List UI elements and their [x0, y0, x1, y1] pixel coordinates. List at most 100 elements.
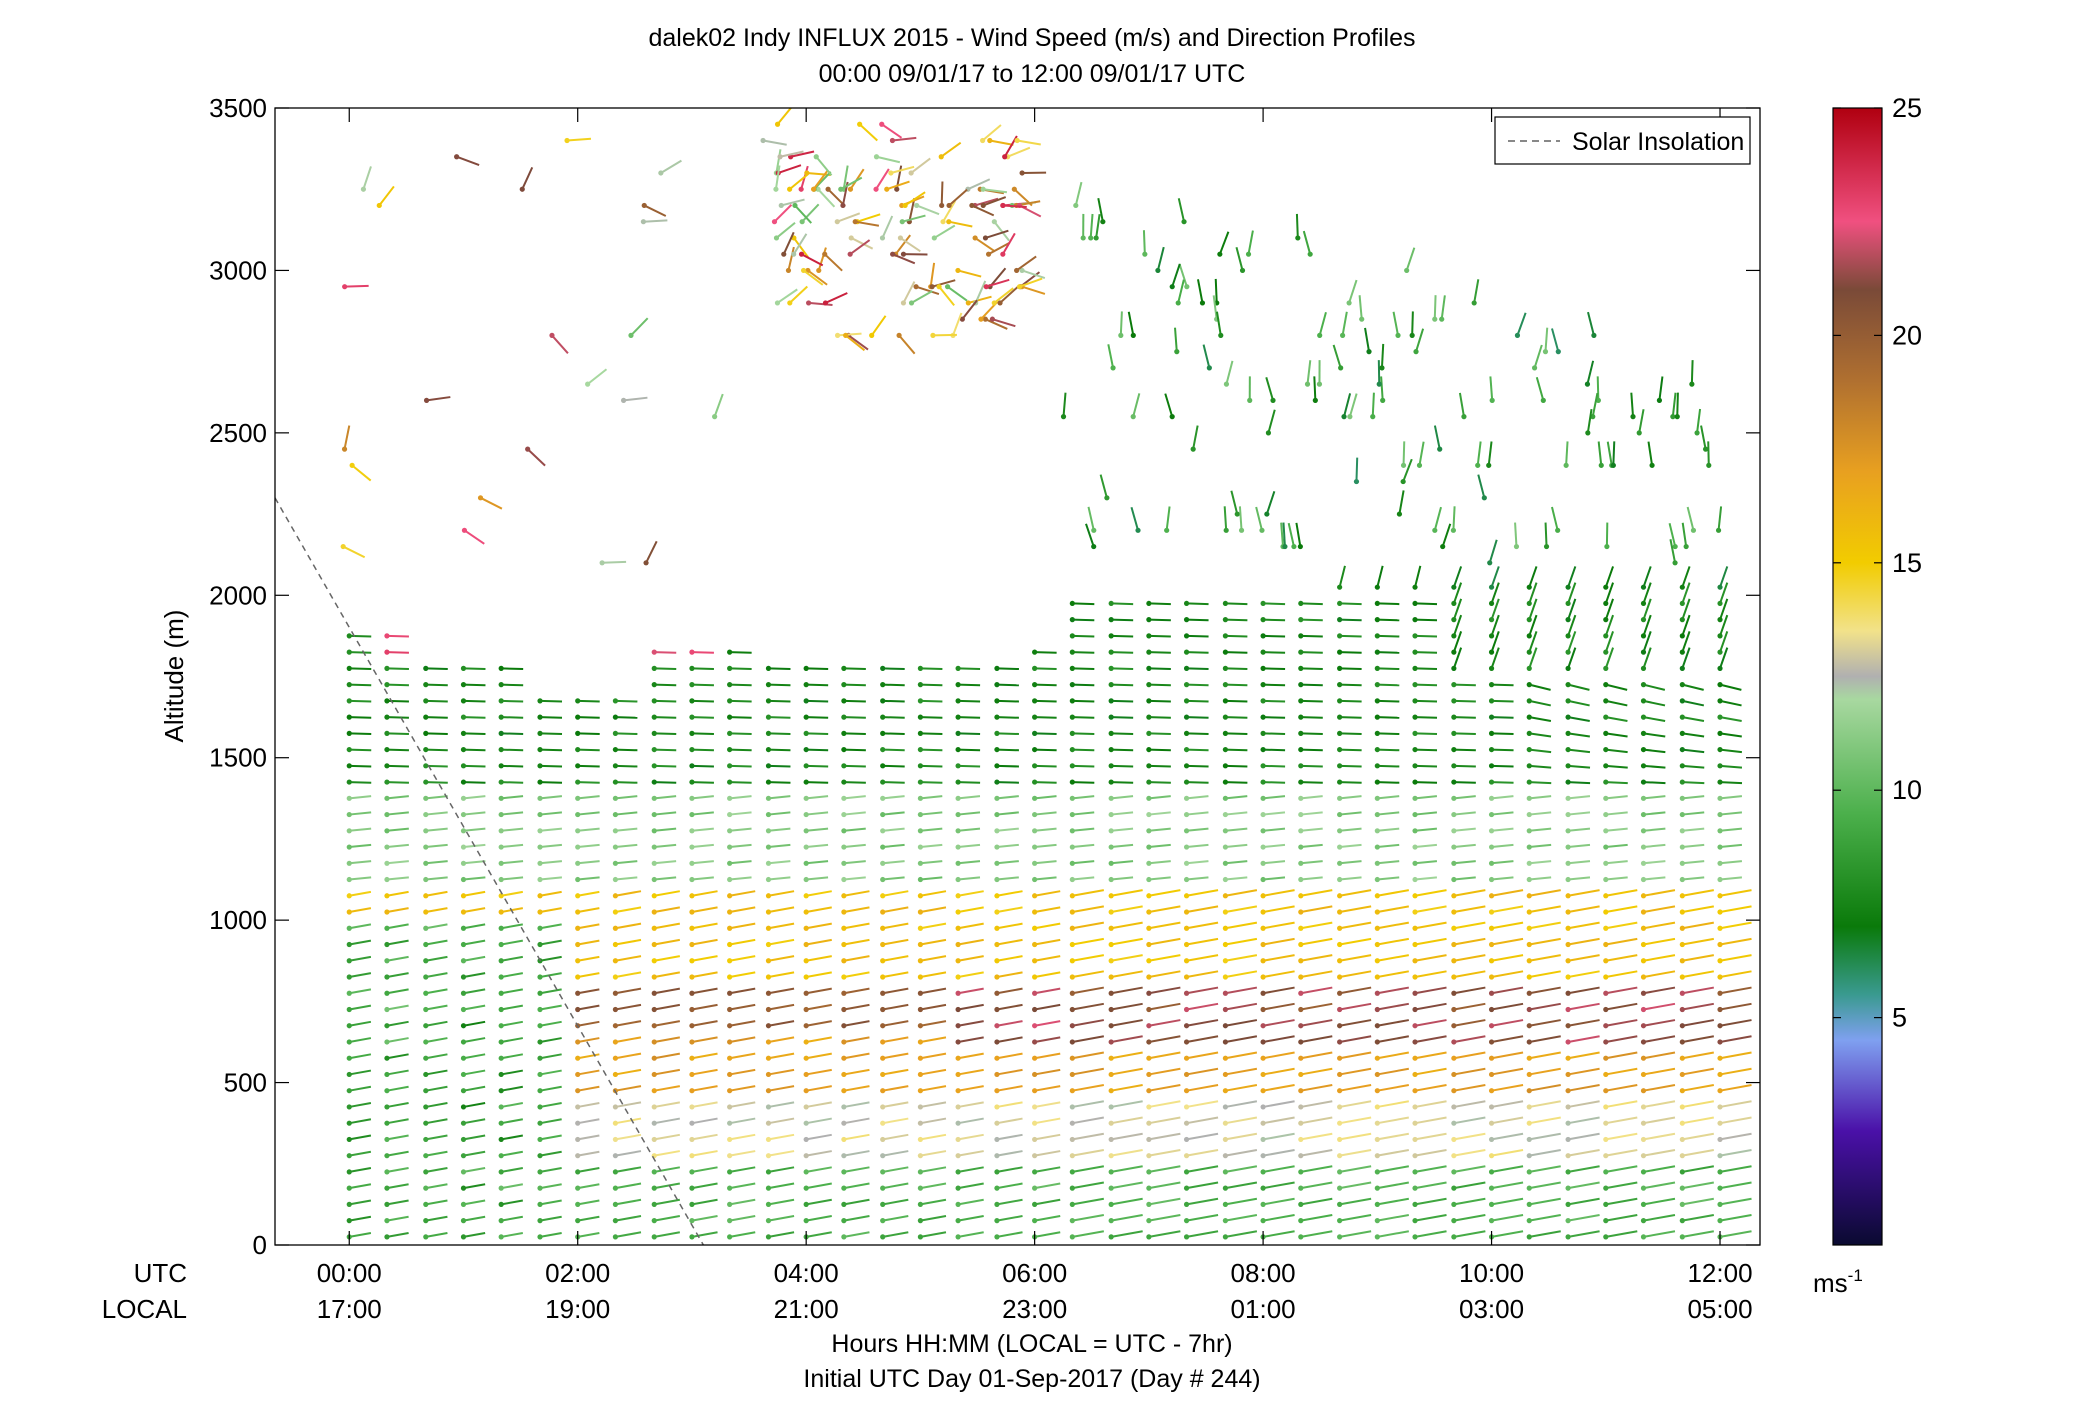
wind-barb	[974, 197, 999, 207]
wind-barb	[1414, 1116, 1447, 1125]
wind-barb-dot	[460, 1218, 467, 1224]
wind-barb-dot	[1488, 1055, 1495, 1061]
wind-barb	[1491, 937, 1524, 946]
wind-barb	[768, 795, 791, 800]
wind-barb-dot	[1717, 1201, 1723, 1207]
wind-barb-dot	[1640, 990, 1647, 996]
wind-barb	[1682, 781, 1705, 785]
wind-barb-dot	[1451, 941, 1457, 948]
wind-barb	[1225, 1213, 1258, 1222]
wind-barb	[1682, 1230, 1714, 1238]
wind-barb	[1671, 392, 1677, 417]
wind-barb-dot	[1451, 682, 1457, 688]
wind-barb	[996, 811, 1019, 816]
wind-barb-dot	[1298, 1169, 1304, 1175]
wind-barb-dot	[994, 730, 1000, 736]
wind-barb	[1591, 392, 1599, 417]
wind-barb	[1225, 1051, 1258, 1060]
wind-barb-dot	[1451, 795, 1457, 801]
wind-barb-dot	[1374, 844, 1380, 850]
wind-barb-dot	[1164, 527, 1170, 533]
wind-barb	[539, 1150, 562, 1157]
wind-barb	[1719, 876, 1743, 881]
wind-barb-dot	[460, 1104, 467, 1110]
wind-barb	[577, 1183, 600, 1190]
wind-barb	[1414, 1100, 1447, 1108]
wind-barb-dot	[1451, 828, 1457, 834]
wind-barb	[1647, 441, 1654, 466]
wind-barb	[882, 1020, 909, 1027]
wind-barb	[1414, 1165, 1447, 1173]
wind-barb-dot	[765, 1169, 772, 1175]
wind-barb-dot	[1412, 1185, 1418, 1191]
wind-barb-dot	[917, 763, 924, 769]
wind-barb	[1110, 937, 1143, 946]
wind-barb-dot	[537, 1039, 543, 1045]
wind-barb	[1719, 1181, 1752, 1190]
wind-barb-dot	[1450, 527, 1457, 533]
wind-barb-dot	[1488, 649, 1495, 655]
wind-barb-dot	[1412, 974, 1418, 980]
wind-barb	[882, 699, 905, 703]
wind-barb	[1605, 1230, 1638, 1238]
wind-barb-dot	[1603, 1023, 1609, 1029]
wind-barb-dot	[1217, 251, 1223, 257]
wind-barb	[654, 876, 677, 881]
wind-barb	[1453, 986, 1486, 995]
wind-barb	[882, 1003, 909, 1011]
wind-barb-dot	[612, 1201, 619, 1207]
wind-barb	[1453, 1132, 1486, 1141]
wind-barb-dot	[1337, 633, 1343, 639]
wind-barb-dot	[689, 958, 695, 964]
wind-barb-dot	[612, 1006, 619, 1013]
wind-barb	[1643, 795, 1666, 800]
wind-barb	[1605, 1067, 1638, 1076]
wind-barb-dot	[955, 1071, 961, 1078]
wind-barb	[539, 1037, 562, 1043]
wind-barb	[691, 1052, 718, 1060]
wind-barb	[1262, 811, 1286, 816]
wind-barb	[577, 732, 600, 736]
wind-barb	[1072, 716, 1095, 719]
wind-barb-dot	[841, 779, 847, 785]
wind-barb-dot	[1032, 763, 1038, 769]
wind-barb-dot	[994, 1218, 1000, 1224]
wind-barb	[1072, 889, 1105, 897]
wind-barb	[1491, 764, 1514, 768]
wind-barb-dot	[1016, 284, 1023, 290]
wind-barb-dot	[423, 1136, 429, 1143]
wind-barb	[1300, 937, 1333, 946]
wind-barb	[920, 716, 943, 719]
wind-barb-dot	[1603, 584, 1609, 590]
wind-barb	[1682, 1019, 1714, 1027]
wind-barb-dot	[1337, 617, 1343, 623]
wind-barb-dot	[1260, 682, 1266, 688]
wind-barb	[858, 123, 878, 142]
wind-barb	[615, 955, 642, 962]
wind-barb	[957, 1052, 984, 1060]
wind-barb-dot	[841, 974, 847, 980]
wind-barb-dot	[346, 925, 352, 931]
wind-barb	[1377, 732, 1400, 736]
wind-barb-dot	[1451, 633, 1457, 639]
wind-barb-dot	[994, 698, 1000, 704]
wind-barb	[362, 166, 372, 190]
wind-barb	[577, 860, 600, 865]
wind-barb-dot	[1488, 795, 1495, 801]
wind-barb-dot	[342, 284, 348, 290]
wind-barb	[1110, 1230, 1143, 1238]
wind-barb-dot	[1032, 1218, 1038, 1224]
wind-barb	[1719, 1197, 1752, 1206]
wind-barb-dot	[803, 746, 809, 753]
wind-barb-dot	[498, 763, 504, 769]
wind-barb-dot	[1069, 1088, 1075, 1094]
wind-barb	[1072, 1035, 1105, 1043]
wind-barb	[577, 939, 600, 946]
wind-barb	[768, 906, 795, 914]
wind-barb-dot	[384, 746, 390, 753]
wind-barb-dot	[798, 186, 804, 192]
wind-barb	[654, 1003, 681, 1011]
wind-barb	[882, 781, 905, 784]
wind-barb-dot	[1679, 600, 1685, 607]
